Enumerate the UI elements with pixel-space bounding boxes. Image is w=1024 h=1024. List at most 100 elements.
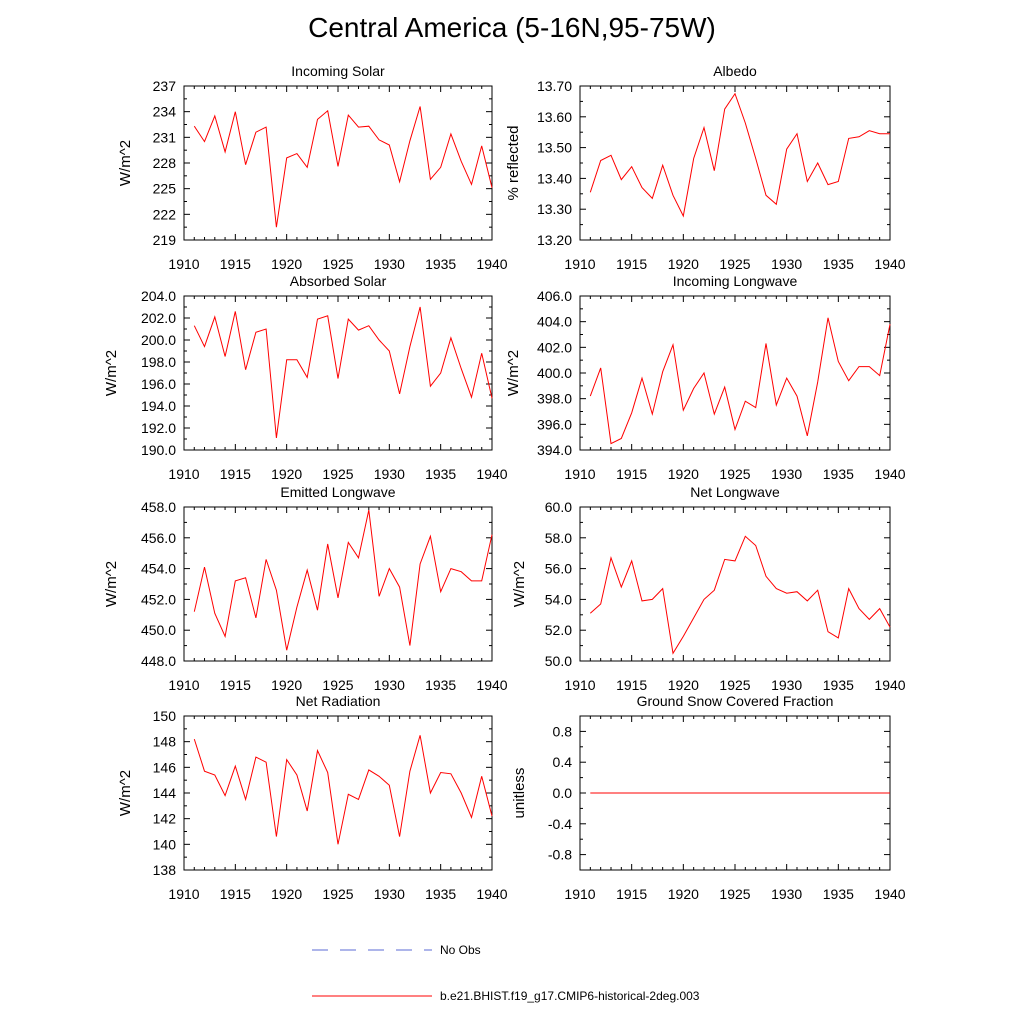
y-tick-label: 452.0 xyxy=(141,591,176,607)
y-tick-label: 204.0 xyxy=(141,288,176,304)
y-tick-label: 404.0 xyxy=(537,314,572,330)
y-axis-label: unitless xyxy=(511,768,528,819)
x-tick-label: 1920 xyxy=(668,256,699,272)
chart-panel-2: Albedo 1910 1915 1920 1925 1930 1935 1940 13.20 1… xyxy=(505,63,906,272)
y-tick-label: 150 xyxy=(153,708,177,724)
panel-title: Net Longwave xyxy=(690,484,780,500)
y-axis-label: W/m^2 xyxy=(117,770,134,816)
y-tick-label: 200.0 xyxy=(141,332,176,348)
x-tick-label: 1920 xyxy=(668,677,699,693)
y-tick-label: -0.4 xyxy=(548,816,572,832)
y-tick-label: 231 xyxy=(153,129,177,145)
x-tick-label: 1920 xyxy=(271,886,302,902)
y-axis-label: W/m^2 xyxy=(103,561,120,607)
x-tick-label: 1925 xyxy=(322,886,353,902)
x-tick-label: 1935 xyxy=(823,466,854,482)
x-tick-label: 1910 xyxy=(168,677,199,693)
x-tick-label: 1910 xyxy=(168,466,199,482)
y-tick-label: 192.0 xyxy=(141,420,176,436)
plot-frame xyxy=(183,506,493,662)
x-tick-label: 1940 xyxy=(476,886,507,902)
x-tick-label: 1915 xyxy=(616,886,647,902)
panel-title: Absorbed Solar xyxy=(290,273,387,289)
y-tick-label: 450.0 xyxy=(141,622,176,638)
x-tick-label: 1920 xyxy=(271,256,302,272)
series-line xyxy=(589,317,891,445)
x-tick-label: 1925 xyxy=(719,886,750,902)
y-tick-label: 398.0 xyxy=(537,391,572,407)
x-tick-label: 1915 xyxy=(220,256,251,272)
x-tick-label: 1920 xyxy=(271,677,302,693)
x-tick-label: 1925 xyxy=(719,466,750,482)
y-tick-label: 196.0 xyxy=(141,376,176,392)
x-tick-label: 1915 xyxy=(616,466,647,482)
y-tick-label: 13.30 xyxy=(537,201,572,217)
x-tick-label: 1925 xyxy=(719,677,750,693)
panel-title: Incoming Longwave xyxy=(673,273,798,289)
y-tick-label: 58.0 xyxy=(545,530,572,546)
x-tick-label: 1910 xyxy=(564,677,595,693)
x-tick-label: 1930 xyxy=(771,466,802,482)
y-tick-label: 13.50 xyxy=(537,140,572,156)
x-tick-label: 1915 xyxy=(616,256,647,272)
x-tick-label: 1940 xyxy=(874,466,905,482)
x-tick-label: 1940 xyxy=(874,677,905,693)
figure-title: Central America (5-16N,95-75W) xyxy=(308,12,716,43)
y-tick-label: 222 xyxy=(153,206,177,222)
plot-frame xyxy=(183,295,493,451)
x-tick-label: 1910 xyxy=(168,256,199,272)
panel-title: Emitted Longwave xyxy=(280,484,395,500)
plot-frame xyxy=(579,506,891,662)
x-tick-label: 1935 xyxy=(425,256,456,272)
y-tick-label: 13.40 xyxy=(537,170,572,186)
y-tick-label: 202.0 xyxy=(141,310,176,326)
y-tick-label: 396.0 xyxy=(537,416,572,432)
y-tick-label: 454.0 xyxy=(141,561,176,577)
y-tick-label: 448.0 xyxy=(141,653,176,669)
x-tick-label: 1940 xyxy=(476,677,507,693)
y-tick-label: 219 xyxy=(153,232,177,248)
x-tick-label: 1925 xyxy=(322,256,353,272)
y-tick-label: 394.0 xyxy=(537,442,572,458)
y-tick-label: 138 xyxy=(153,862,177,878)
x-tick-label: 1920 xyxy=(668,886,699,902)
x-tick-label: 1910 xyxy=(564,256,595,272)
x-tick-label: 1930 xyxy=(374,677,405,693)
y-tick-label: 234 xyxy=(153,104,177,120)
y-tick-label: 148 xyxy=(153,734,177,750)
y-tick-label: 225 xyxy=(153,181,177,197)
panel-title: Albedo xyxy=(713,63,757,79)
x-tick-label: 1925 xyxy=(322,466,353,482)
x-tick-label: 1935 xyxy=(425,677,456,693)
legend-model-label: b.e21.BHIST.f19_g17.CMIP6-historical-2de… xyxy=(440,989,700,1003)
plot-frame xyxy=(183,715,493,871)
y-tick-label: 194.0 xyxy=(141,398,176,414)
x-tick-label: 1940 xyxy=(874,886,905,902)
y-tick-label: 402.0 xyxy=(537,339,572,355)
y-tick-label: 13.70 xyxy=(537,78,572,94)
y-tick-label: 146 xyxy=(153,759,177,775)
y-tick-label: 456.0 xyxy=(141,530,176,546)
x-tick-label: 1940 xyxy=(476,466,507,482)
x-tick-label: 1910 xyxy=(564,466,595,482)
y-axis-label: % reflected xyxy=(505,125,522,200)
series-line xyxy=(589,92,890,218)
plot-frame xyxy=(579,85,891,241)
x-tick-label: 1940 xyxy=(874,256,905,272)
x-tick-label: 1910 xyxy=(564,886,595,902)
y-tick-label: 13.60 xyxy=(537,109,572,125)
panel-title: Incoming Solar xyxy=(291,63,385,79)
x-tick-label: 1930 xyxy=(771,886,802,902)
series-line xyxy=(589,535,891,655)
x-tick-label: 1930 xyxy=(771,256,802,272)
y-axis-label: W/m^2 xyxy=(117,140,134,186)
chart-panels: Incoming Solar 1910 1915 1920 1925 1930 1935 19… xyxy=(103,63,906,902)
x-tick-label: 1915 xyxy=(616,677,647,693)
y-tick-label: 458.0 xyxy=(141,499,176,515)
y-tick-label: 54.0 xyxy=(545,591,572,607)
series-line xyxy=(193,106,493,228)
x-tick-label: 1935 xyxy=(425,886,456,902)
x-tick-label: 1940 xyxy=(476,256,507,272)
chart-panel-7: Net Radiation 1910 1915 1920 1925 1930 1935 194… xyxy=(117,693,508,902)
chart-panel-8: Ground Snow Covered Fraction 1910 1915 1920… xyxy=(511,693,906,902)
